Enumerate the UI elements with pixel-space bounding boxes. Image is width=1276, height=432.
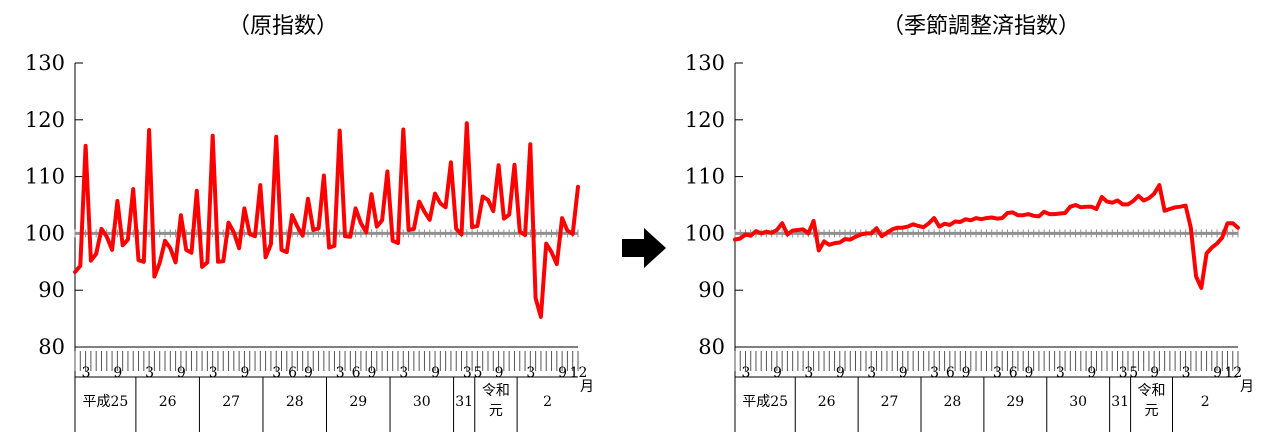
year-label: 26 [818, 394, 836, 410]
year-label: 29 [1006, 394, 1024, 410]
y-tick-label: 130 [25, 51, 65, 75]
y-tick-label: 100 [25, 221, 65, 245]
x-tick-label: 9 [113, 365, 122, 381]
year-label: 令和 [1138, 383, 1166, 399]
year-label: 平成25 [742, 394, 788, 410]
series-line [73, 121, 580, 319]
y-tick-label: 120 [25, 108, 65, 132]
x-tick-label: 3 [930, 365, 939, 381]
month-tick-marks [734, 351, 1239, 371]
year-label: 元 [1145, 403, 1159, 419]
series-line [733, 183, 1240, 290]
chart-title: （原指数） [228, 14, 339, 39]
y-tick-label: 120 [685, 108, 725, 132]
x-tick-label: 9 [431, 365, 440, 381]
x-tick-label: 9 [368, 365, 377, 381]
x-tick-label: 9 [304, 365, 313, 381]
y-tick-label: 90 [698, 278, 725, 302]
year-label: 28 [944, 394, 962, 410]
x-tick-label: 6 [946, 365, 955, 381]
x-tick-label: 5 [1129, 365, 1138, 381]
x-tick-label: 3 [867, 365, 876, 381]
x-tick-label: 3 [209, 365, 218, 381]
x-tick-label: 9 [1213, 365, 1222, 381]
x-tick-label: 3 [1056, 365, 1065, 381]
chart-title: （季節調整済指数） [882, 14, 1081, 39]
x-tick-label: 3 [742, 365, 751, 381]
x-tick-label: 9 [1087, 365, 1096, 381]
x-tick-label: 9 [240, 365, 249, 381]
x-tick-label: 9 [773, 365, 782, 381]
x-tick-label: 9 [558, 365, 567, 381]
year-label: 31 [455, 394, 473, 410]
x-tick-label: 6 [288, 365, 297, 381]
year-label: 2 [1201, 394, 1210, 410]
chart-seasonally-adjusted-index: （季節調整済指数） 80 90 100 110 120 130 3 9 3 9 3 9 3 6 9 3 6 9 3 9… [660, 0, 1276, 432]
y-tick-label: 100 [685, 221, 725, 245]
year-label: 令和 [482, 383, 510, 399]
year-label: 28 [286, 394, 304, 410]
year-label: 29 [349, 394, 367, 410]
x-tick-label: 9 [177, 365, 186, 381]
year-label: 2 [543, 394, 552, 410]
right-arrow-icon [620, 228, 668, 268]
x-tick-label: 3 [145, 365, 154, 381]
x-tick-label: 6 [352, 365, 361, 381]
year-label: 27 [881, 394, 899, 410]
month-tick-marks [74, 351, 579, 371]
y-tick-label: 130 [685, 51, 725, 75]
year-label: 27 [222, 394, 240, 410]
month-unit-label: 月 [1240, 379, 1254, 395]
reference-line-ticks [734, 229, 1239, 238]
x-tick-label: 9 [1150, 365, 1159, 381]
x-tick-label: 3 [526, 365, 535, 381]
y-tick-label: 80 [38, 335, 65, 359]
x-tick-label: 3 [804, 365, 813, 381]
x-tick-label: 9 [495, 365, 504, 381]
chart-original-index: （原指数） 80 90 100 110 120 130 3 9 3 9 3 9 3 6 9 3 6 9 3 9 3 5 9 3… [0, 0, 600, 432]
year-label: 平成25 [83, 394, 129, 410]
x-tick-label: 9 [1024, 365, 1033, 381]
x-tick-label: 3 [399, 365, 408, 381]
x-tick-label: 3 [1182, 365, 1191, 381]
x-tick-label: 5 [473, 365, 482, 381]
month-unit-label: 月 [580, 379, 594, 395]
x-tick-label: 9 [899, 365, 908, 381]
x-tick-label: 3 [1119, 365, 1128, 381]
x-tick-label: 3 [336, 365, 345, 381]
y-tick-label: 90 [38, 278, 65, 302]
x-tick-label: 3 [272, 365, 281, 381]
year-label: 元 [489, 403, 503, 419]
y-tick-label: 110 [25, 165, 65, 189]
y-tick-label: 110 [685, 165, 725, 189]
y-tick-label: 80 [698, 335, 725, 359]
x-tick-label: 3 [993, 365, 1002, 381]
year-label: 30 [1069, 394, 1087, 410]
year-label: 26 [159, 394, 177, 410]
x-tick-label: 6 [1009, 365, 1018, 381]
x-tick-label: 9 [962, 365, 971, 381]
x-tick-label: 9 [836, 365, 845, 381]
x-tick-label: 3 [82, 365, 91, 381]
year-label: 30 [413, 394, 431, 410]
x-tick-label: 3 [463, 365, 472, 381]
year-label: 31 [1111, 394, 1129, 410]
